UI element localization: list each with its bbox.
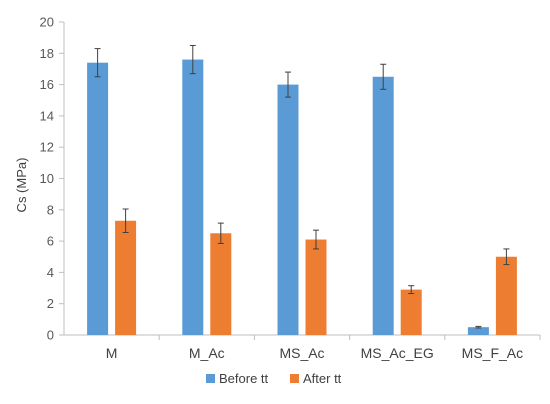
y-axis-label: Cs (MPa)	[14, 158, 29, 213]
bar-after-tt	[400, 289, 422, 335]
y-tick-label: 6	[47, 234, 54, 249]
bar-before-tt	[467, 327, 489, 335]
legend-swatch-before-tt	[206, 374, 215, 383]
bar-before-tt	[87, 62, 109, 335]
bar-series-group	[87, 44, 517, 336]
bar-before-tt	[277, 84, 299, 335]
bar-before-tt	[372, 76, 394, 336]
x-category-label: M_Ac	[189, 345, 225, 361]
y-tick-label: 16	[40, 77, 54, 92]
y-tick-label: 0	[47, 328, 54, 343]
y-tick-label: 4	[47, 265, 54, 280]
y-tick-label: 18	[40, 46, 54, 61]
x-category-label: MS_Ac_EG	[361, 345, 434, 361]
legend-label: Before tt	[219, 371, 269, 386]
x-category-label: M	[106, 345, 118, 361]
bar-before-tt	[182, 59, 204, 336]
legend-label: After tt	[303, 371, 342, 386]
y-tick-label: 14	[40, 108, 54, 123]
legend-swatch-after-tt	[290, 374, 299, 383]
y-tick-label: 2	[47, 296, 54, 311]
y-tick-label: 10	[40, 171, 54, 186]
bar-after-tt	[305, 239, 327, 335]
x-axis-categories: M M_Ac MS_Ac MS_Ac_EG MS_F_Ac	[106, 335, 541, 361]
x-category-label: MS_F_Ac	[462, 345, 523, 361]
bar-after-tt	[210, 233, 232, 335]
bar-after-tt	[495, 256, 517, 335]
x-category-label: MS_Ac	[279, 345, 324, 361]
y-axis-ticks: 0 2 4 6 8 10 12 14 16 18 20	[40, 15, 64, 343]
y-tick-label: 20	[40, 15, 54, 30]
bar-after-tt	[115, 220, 137, 335]
y-tick-label: 12	[40, 140, 54, 155]
legend: Before tt After tt	[206, 371, 342, 386]
y-tick-label: 8	[47, 202, 54, 217]
